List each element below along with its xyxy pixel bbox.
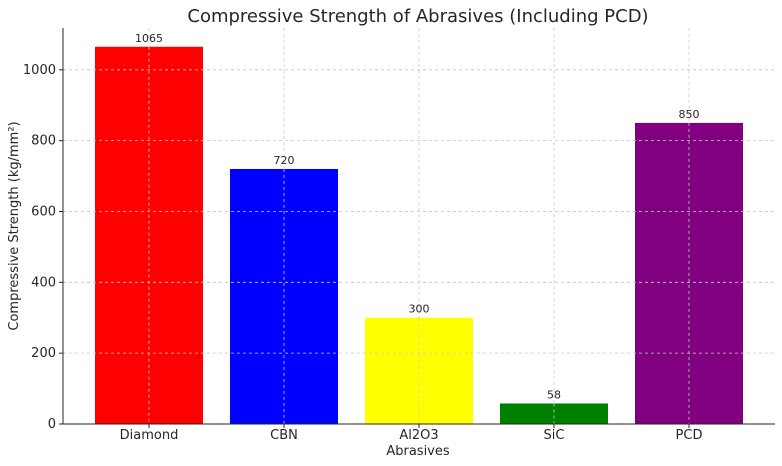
data-labels: 1065 720 300 58 850 (63, 32, 775, 425)
bar-al2o3 (365, 317, 473, 424)
data-label: 300 (409, 303, 430, 316)
chart-title: Compressive Strength of Abrasives (Inclu… (187, 6, 648, 27)
x-tick-label: PCD (676, 428, 703, 443)
x-tick-label: Diamond (120, 428, 179, 443)
x-tick-label: Al2O3 (399, 428, 438, 443)
data-label: 850 (679, 108, 700, 121)
x-axis-label: Abrasives (386, 444, 450, 459)
y-tick-label: 400 (31, 275, 56, 290)
y-axis-label: Compressive Strength (kg/mm²) (7, 121, 22, 330)
x-tick-label: CBN (270, 428, 298, 443)
y-tick-label: 600 (31, 204, 56, 219)
data-label: 1065 (135, 32, 163, 45)
data-label: 720 (274, 154, 295, 167)
y-tick-label: 0 (48, 417, 56, 432)
y-tick-label: 800 (31, 134, 56, 149)
bar-sic (500, 403, 608, 424)
axes: 0 200 400 600 800 1000 Diamond CBN Al2O3 SiC PCD (23, 28, 775, 443)
data-label: 58 (547, 388, 561, 401)
x-tick-label: SiC (544, 428, 565, 443)
y-tick-label: 200 (31, 346, 56, 361)
y-tick-label: 1000 (23, 63, 56, 78)
